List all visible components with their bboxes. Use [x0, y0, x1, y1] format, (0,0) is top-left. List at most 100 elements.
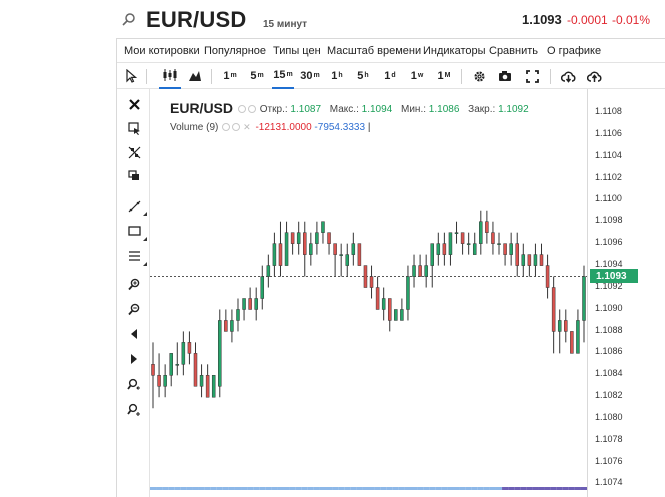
candle-body [260, 276, 265, 299]
download-button[interactable] [558, 63, 578, 89]
screenshot-button[interactable] [495, 63, 515, 89]
candle-body [151, 364, 155, 376]
rectangle-tool[interactable] [123, 222, 147, 241]
candle [157, 353, 161, 398]
candle-body [485, 221, 489, 233]
visibility-icon[interactable] [238, 105, 246, 114]
search-icon[interactable] [121, 12, 137, 28]
horizontal-lines-tool[interactable] [123, 247, 147, 266]
area-chart-button[interactable] [185, 63, 205, 89]
candle-body [248, 298, 252, 310]
volume-bar [410, 487, 418, 490]
candle [509, 232, 513, 266]
candle [369, 265, 374, 299]
upload-button[interactable] [584, 63, 604, 89]
candle [424, 254, 428, 288]
volume-value-2: -7954.3333 [314, 122, 366, 133]
candle-body [333, 243, 337, 255]
candle-body [284, 232, 289, 266]
volume-remove-icon[interactable]: ✕ [243, 122, 251, 132]
select-drawing-button[interactable] [123, 119, 145, 137]
menu-popular[interactable]: Популярное [204, 45, 267, 57]
candle-body [424, 265, 428, 277]
arrow-right-icon [131, 354, 137, 364]
timeframe-30m[interactable]: 30 m [300, 70, 320, 82]
candle [260, 265, 265, 310]
scroll-right-tool[interactable] [123, 350, 145, 368]
volume-bar [356, 487, 363, 490]
zoom-reset-tool[interactable] [123, 375, 145, 393]
candle [430, 243, 434, 288]
settings-button[interactable] [469, 63, 489, 89]
volume-bar [265, 487, 272, 490]
candle-body [472, 243, 477, 255]
candle-body [369, 276, 374, 288]
trend-line-tool[interactable] [123, 197, 147, 216]
volume-visibility-icon[interactable] [222, 123, 231, 132]
candle [163, 364, 167, 398]
low-label: Мин.: [401, 104, 427, 115]
candles-chart-button[interactable] [159, 63, 181, 89]
copy-icon [128, 170, 139, 180]
menu-indicators[interactable]: Индикаторы [423, 45, 486, 57]
cursor-tool-button[interactable] [121, 63, 141, 89]
trend-line-icon [128, 200, 140, 212]
menu-compare[interactable]: Сравнить [489, 45, 539, 57]
candle-body [521, 254, 526, 266]
price-axis[interactable] [587, 89, 665, 497]
candle [333, 243, 337, 277]
zoom-in-tool[interactable] [123, 275, 145, 293]
candle-body [193, 353, 198, 387]
clone-tool-button[interactable] [123, 167, 145, 185]
candlestick-chart[interactable] [150, 89, 587, 497]
fullscreen-button[interactable] [522, 63, 542, 89]
timeframe-15m[interactable]: 15 m [272, 63, 294, 89]
menu-time-scale[interactable]: Масштаб времени [327, 45, 422, 57]
candle [296, 221, 301, 255]
scroll-left-tool[interactable] [123, 325, 145, 343]
volume-bar [580, 487, 587, 490]
zoom-back-icon [127, 378, 140, 390]
candle-body [309, 243, 313, 255]
volume-bar [216, 487, 223, 490]
candle-body [321, 221, 325, 233]
settings-small-icon[interactable] [248, 105, 256, 114]
remove-drawings-button[interactable] [123, 95, 145, 113]
candle [527, 254, 532, 277]
candle [357, 243, 362, 266]
magnet-tool-button[interactable] [123, 143, 145, 161]
volume-bar [283, 487, 290, 490]
menu-my-quotes[interactable]: Мои котировки [124, 45, 200, 57]
candle-body [199, 375, 204, 387]
zoom-fit-tool[interactable] [123, 400, 145, 418]
volume-bar [477, 487, 484, 490]
axis-tick-label: 1.1108 [595, 106, 622, 116]
last-price: 1.1093 [522, 12, 562, 27]
rectangle-icon [127, 225, 141, 236]
volume-bar [259, 487, 266, 490]
candle-body [296, 232, 301, 244]
price-change: -0.0001 [567, 13, 608, 27]
candle [309, 232, 313, 266]
volume-settings-icon[interactable] [232, 123, 241, 132]
zoom-out-icon [127, 303, 139, 315]
candle [466, 232, 471, 255]
candle-body [230, 320, 234, 332]
candle-body [570, 331, 574, 354]
volume-bar [241, 487, 248, 490]
candle-body [187, 342, 192, 354]
candle-body [303, 232, 307, 255]
menu-price-types[interactable]: Типы цен [273, 45, 321, 57]
menu-about-chart[interactable]: О графике [547, 45, 602, 57]
zoom-out-tool[interactable] [123, 300, 145, 318]
volume-bar [338, 487, 345, 490]
volume-bar [471, 487, 478, 490]
